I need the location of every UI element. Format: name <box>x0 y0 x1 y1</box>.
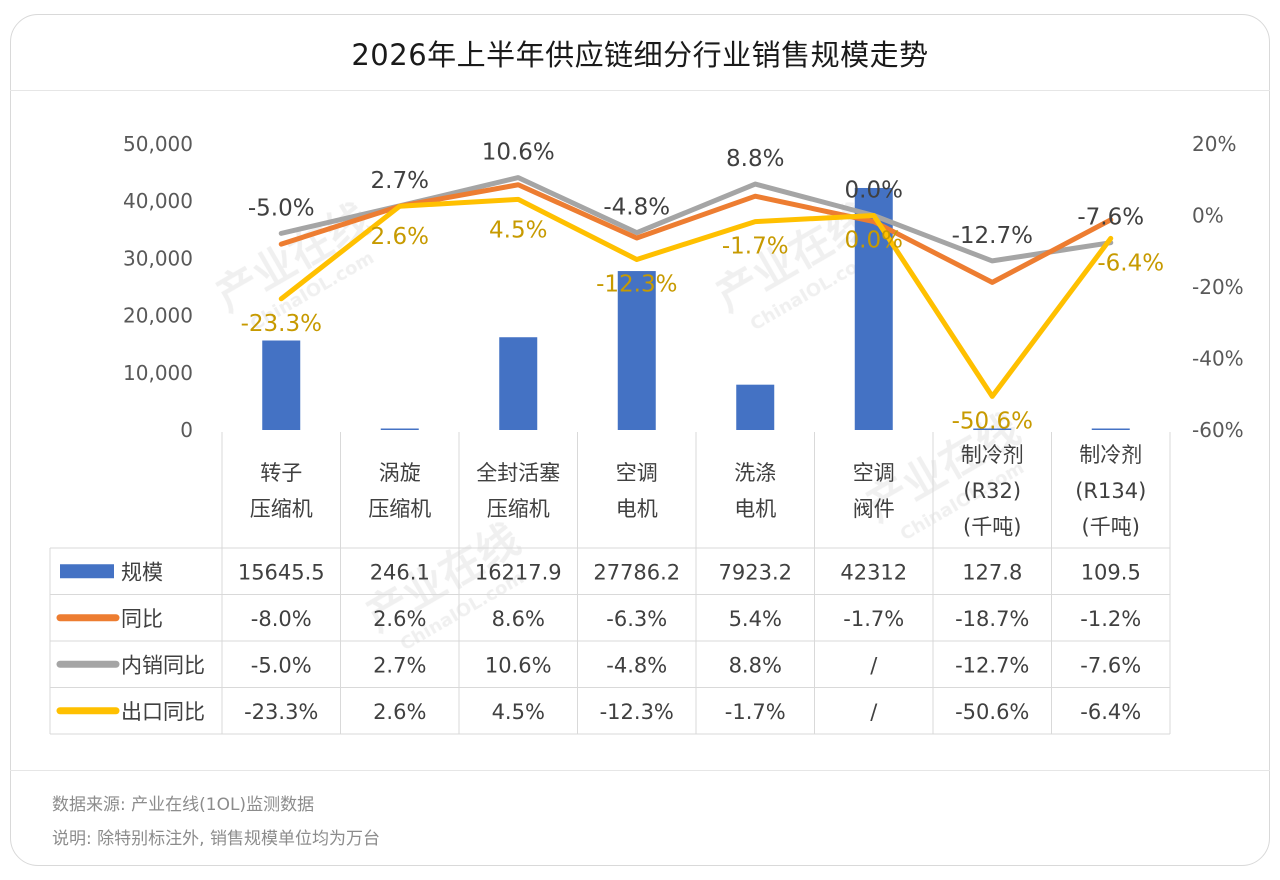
table-cell: -6.3% <box>606 607 667 631</box>
table-cell: 8.8% <box>729 653 782 677</box>
table-cell: 7923.2 <box>719 560 792 584</box>
category-label: (千吨) <box>963 515 1021 539</box>
export-data-label: -23.3% <box>241 311 322 337</box>
left-axis-tick: 30,000 <box>123 246 193 270</box>
left-axis-tick: 40,000 <box>123 189 193 213</box>
table-cell: 5.4% <box>729 607 782 631</box>
table-cell: 2.7% <box>373 653 426 677</box>
domestic-data-label: -7.6% <box>1077 205 1144 231</box>
right-axis-tick: -20% <box>1192 275 1244 299</box>
category-label: 转子 <box>260 461 302 485</box>
table-cell: -4.8% <box>606 653 667 677</box>
legend-label: 规模 <box>121 560 163 584</box>
table-cell: -8.0% <box>251 607 312 631</box>
source-note: 数据来源: 产业在线(1OL)监测数据 <box>52 795 315 815</box>
export-data-label: -50.6% <box>952 408 1033 434</box>
bar-scale <box>617 271 656 430</box>
domestic-data-label: 2.7% <box>371 168 429 194</box>
category-label: 压缩机 <box>368 497 431 521</box>
table-cell: -1.7% <box>725 700 786 724</box>
export-data-label: 4.5% <box>489 217 547 243</box>
bar-scale <box>736 384 775 430</box>
right-axis-tick: -60% <box>1192 418 1244 442</box>
legend-label: 同比 <box>121 607 163 631</box>
right-axis-tick: 20% <box>1192 132 1236 156</box>
legend-key-bar <box>60 564 114 579</box>
table-cell: -7.6% <box>1080 653 1141 677</box>
table-cell: -18.7% <box>955 607 1029 631</box>
table-cell: -6.4% <box>1080 700 1141 724</box>
table-cell: / <box>870 700 878 724</box>
category-label: (R32) <box>963 479 1021 503</box>
bar-scale <box>1091 428 1130 430</box>
table-cell: -1.7% <box>843 607 904 631</box>
category-label: 压缩机 <box>487 497 550 521</box>
category-label: 电机 <box>616 497 658 521</box>
table-cell: -12.3% <box>600 700 674 724</box>
export-data-label: -1.7% <box>722 234 789 260</box>
table-cell: 2.6% <box>373 700 426 724</box>
category-label: (R134) <box>1075 479 1146 503</box>
table-cell: 27786.2 <box>593 560 680 584</box>
table-cell: 127.8 <box>962 560 1022 584</box>
table-cell: 8.6% <box>492 607 545 631</box>
table-cell: 2.6% <box>373 607 426 631</box>
category-label: 全封活塞 <box>476 461 560 485</box>
category-label: (千吨) <box>1082 515 1140 539</box>
bar-scale <box>973 428 1012 430</box>
table-cell: 15645.5 <box>238 560 325 584</box>
chart-card <box>10 14 1270 866</box>
table-cell: 109.5 <box>1081 560 1141 584</box>
bar-scale <box>262 340 301 430</box>
legend-label: 出口同比 <box>121 700 205 724</box>
table-cell: 246.1 <box>370 560 430 584</box>
domestic-data-label: -12.7% <box>952 223 1033 249</box>
bar-scale <box>499 337 538 430</box>
footer-divider <box>10 770 1270 771</box>
table-cell: / <box>870 653 878 677</box>
table-cell: -23.3% <box>244 700 318 724</box>
bar-scale <box>380 428 419 430</box>
table-cell: 10.6% <box>485 653 552 677</box>
category-label: 涡旋 <box>379 461 421 485</box>
category-label: 阀件 <box>853 497 895 521</box>
line-export-yoy <box>278 196 1114 399</box>
category-label: 空调 <box>616 461 658 485</box>
table-cell: -12.7% <box>955 653 1029 677</box>
export-data-label: -12.3% <box>596 271 677 297</box>
export-data-label: 0.0% <box>845 228 903 254</box>
left-axis-tick: 20,000 <box>123 304 193 328</box>
category-label: 电机 <box>734 497 776 521</box>
domestic-data-label: 8.8% <box>726 146 784 172</box>
domestic-data-label: 0.0% <box>845 178 903 204</box>
title-divider <box>10 90 1270 91</box>
category-label: 制冷剂 <box>961 443 1024 467</box>
chart-title: 2026年上半年供应链细分行业销售规模走势 <box>351 38 929 72</box>
table-cell: 42312 <box>840 560 907 584</box>
category-label: 制冷剂 <box>1079 443 1142 467</box>
domestic-data-label: -5.0% <box>248 195 315 221</box>
table-cell: -1.2% <box>1080 607 1141 631</box>
right-axis-tick: 0% <box>1192 204 1224 228</box>
export-data-label: 2.6% <box>371 224 429 250</box>
table-cell: -5.0% <box>251 653 312 677</box>
footnote: 说明: 除特别标注外, 销售规模单位均为万台 <box>52 829 380 849</box>
left-axis-tick: 0 <box>180 418 193 442</box>
right-axis-tick: -40% <box>1192 347 1244 371</box>
domestic-data-label: 10.6% <box>482 140 555 166</box>
table-cell: 4.5% <box>492 700 545 724</box>
category-label: 压缩机 <box>250 497 313 521</box>
left-axis-tick: 10,000 <box>123 361 193 385</box>
table-cell: -50.6% <box>955 700 1029 724</box>
export-data-label: -6.4% <box>1097 250 1164 276</box>
domestic-data-label: -4.8% <box>603 195 670 221</box>
table-cell: 16217.9 <box>475 560 562 584</box>
left-axis-tick: 50,000 <box>123 132 193 156</box>
legend-label: 内销同比 <box>121 653 205 677</box>
category-label: 洗涤 <box>734 461 776 485</box>
category-label: 空调 <box>853 461 895 485</box>
